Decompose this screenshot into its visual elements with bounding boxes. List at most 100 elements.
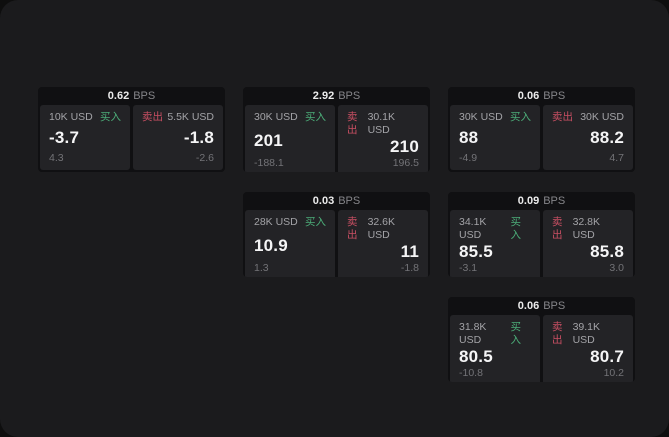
spread-value: 0.09: [517, 195, 540, 207]
buy-sub-value: -3.1: [459, 262, 478, 274]
quote-card: 2.92 BPS 30K USD 买入 201 -188.1 卖出 30.1K …: [243, 87, 430, 172]
spread-value: 0.03: [312, 195, 335, 207]
spread-unit-label: BPS: [543, 195, 566, 207]
sell-side-label: 卖出: [347, 216, 358, 241]
buy-panel[interactable]: 10K USD 买入 -3.7 4.3: [40, 105, 130, 170]
buy-side-label: 买入: [510, 111, 531, 123]
buy-label-row: 31.8K USD 买入: [459, 321, 531, 347]
sell-label-row: 卖出 30.1K USD: [347, 111, 419, 137]
spread-unit-label: BPS: [543, 300, 566, 312]
sell-side-label: 卖出: [552, 111, 573, 123]
buy-price: 10.9: [254, 235, 288, 255]
quote-panels: 31.8K USD 买入 80.5 -10.8 卖出 39.1K USD 80.…: [448, 315, 635, 382]
spread-value: 0.06: [517, 300, 540, 312]
spread-value: 0.62: [107, 90, 130, 102]
quote-panels: 30K USD 买入 88 -4.9 卖出 30K USD 88.2 4.7: [448, 105, 635, 172]
spread-unit-label: BPS: [338, 195, 361, 207]
sell-price: 85.8: [590, 242, 624, 261]
quote-panels: 10K USD 买入 -3.7 4.3 卖出 5.5K USD -1.8 -2.…: [38, 105, 225, 172]
sell-price: -1.8: [183, 128, 214, 147]
buy-sub-value: -188.1: [254, 157, 284, 169]
sell-sub-value: 196.5: [392, 157, 419, 169]
sell-amount: 32.6K USD: [367, 216, 396, 241]
spread-unit-label: BPS: [338, 90, 361, 102]
buy-panel[interactable]: 31.8K USD 买入 80.5 -10.8: [450, 315, 540, 382]
buy-sub-value: -4.9: [459, 152, 478, 164]
quote-panels: 30K USD 买入 201 -188.1 卖出 30.1K USD 210 1…: [243, 105, 430, 172]
buy-side-label: 买入: [510, 216, 521, 241]
buy-side-label: 买入: [100, 111, 121, 123]
buy-panel[interactable]: 30K USD 买入 88 -4.9: [450, 105, 540, 170]
spread-value: 2.92: [312, 90, 335, 102]
buy-price: 88: [459, 128, 479, 147]
spread-header: 2.92 BPS: [243, 87, 430, 105]
quote-card: 0.06 BPS 31.8K USD 买入 80.5 -10.8 卖出 39.1…: [448, 297, 635, 382]
buy-side-label: 买入: [305, 216, 326, 228]
buy-amount: 30K USD: [254, 111, 298, 123]
buy-panel[interactable]: 30K USD 买入 201 -188.1: [245, 105, 335, 172]
sell-sub-value: 4.7: [609, 152, 624, 164]
buy-sub-value: 1.3: [254, 262, 269, 274]
buy-price: 85.5: [459, 242, 493, 261]
sell-amount: 30.1K USD: [367, 111, 396, 136]
quote-panels: 34.1K USD 买入 85.5 -3.1 卖出 32.8K USD 85.8…: [448, 210, 635, 277]
sell-amount: 30K USD: [580, 111, 624, 123]
spread-header: 0.06 BPS: [448, 87, 635, 105]
spread-header: 0.09 BPS: [448, 192, 635, 210]
sell-panel[interactable]: 卖出 32.6K USD 11 -1.8: [338, 210, 428, 277]
buy-amount: 30K USD: [459, 111, 503, 123]
quote-card-grid: 0.62 BPS 10K USD 买入 -3.7 4.3 卖出 5.5K USD…: [38, 87, 635, 382]
buy-amount: 31.8K USD: [459, 321, 487, 346]
sell-label-row: 卖出 32.6K USD: [347, 216, 419, 242]
sell-side-label: 卖出: [142, 111, 163, 123]
sell-label-row: 卖出 5.5K USD: [142, 111, 214, 124]
sell-panel[interactable]: 卖出 32.8K USD 85.8 3.0: [543, 210, 633, 277]
buy-label-row: 10K USD 买入: [49, 111, 121, 124]
sell-label-row: 卖出 39.1K USD: [552, 321, 624, 347]
buy-amount: 10K USD: [49, 111, 93, 123]
spread-header: 0.62 BPS: [38, 87, 225, 105]
sell-panel[interactable]: 卖出 39.1K USD 80.7 10.2: [543, 315, 633, 382]
buy-side-label: 买入: [305, 111, 326, 123]
buy-label-row: 28K USD 买入: [254, 216, 326, 229]
buy-price: 201: [254, 130, 283, 150]
sell-price: 210: [390, 137, 419, 156]
spread-unit-label: BPS: [543, 90, 566, 102]
sell-sub-value: 3.0: [609, 262, 624, 274]
buy-price: 80.5: [459, 347, 493, 366]
quote-card: 0.06 BPS 30K USD 买入 88 -4.9 卖出 30K USD 8…: [448, 87, 635, 172]
buy-side-label: 买入: [510, 321, 521, 346]
buy-label-row: 30K USD 买入: [254, 111, 326, 124]
quote-card: 0.62 BPS 10K USD 买入 -3.7 4.3 卖出 5.5K USD…: [38, 87, 225, 172]
sell-panel[interactable]: 卖出 5.5K USD -1.8 -2.6: [133, 105, 223, 170]
buy-price: -3.7: [49, 128, 80, 147]
spread-unit-label: BPS: [133, 90, 156, 102]
sell-sub-value: -2.6: [195, 152, 214, 164]
buy-panel[interactable]: 28K USD 买入 10.9 1.3: [245, 210, 335, 277]
sell-side-label: 卖出: [552, 216, 563, 241]
sell-price: 80.7: [590, 347, 624, 366]
sell-panel[interactable]: 卖出 30.1K USD 210 196.5: [338, 105, 428, 172]
sell-price: 11: [400, 242, 419, 261]
buy-sub-value: 4.3: [49, 152, 64, 164]
sell-amount: 5.5K USD: [167, 111, 214, 123]
buy-sub-value: -10.8: [459, 367, 483, 379]
buy-amount: 28K USD: [254, 216, 298, 228]
sell-amount: 32.8K USD: [572, 216, 601, 241]
sell-amount: 39.1K USD: [572, 321, 601, 346]
sell-side-label: 卖出: [552, 321, 563, 346]
sell-panel[interactable]: 卖出 30K USD 88.2 4.7: [543, 105, 633, 170]
quote-card: 0.09 BPS 34.1K USD 买入 85.5 -3.1 卖出 32.8K…: [448, 192, 635, 277]
spread-value: 0.06: [517, 90, 540, 102]
sell-sub-value: -1.8: [400, 262, 419, 274]
sell-label-row: 卖出 32.8K USD: [552, 216, 624, 242]
buy-label-row: 34.1K USD 买入: [459, 216, 531, 242]
buy-label-row: 30K USD 买入: [459, 111, 531, 124]
sell-label-row: 卖出 30K USD: [552, 111, 624, 124]
buy-panel[interactable]: 34.1K USD 买入 85.5 -3.1: [450, 210, 540, 277]
buy-amount: 34.1K USD: [459, 216, 487, 241]
sell-side-label: 卖出: [347, 111, 358, 136]
spread-header: 0.03 BPS: [243, 192, 430, 210]
sell-sub-value: 10.2: [603, 367, 624, 379]
